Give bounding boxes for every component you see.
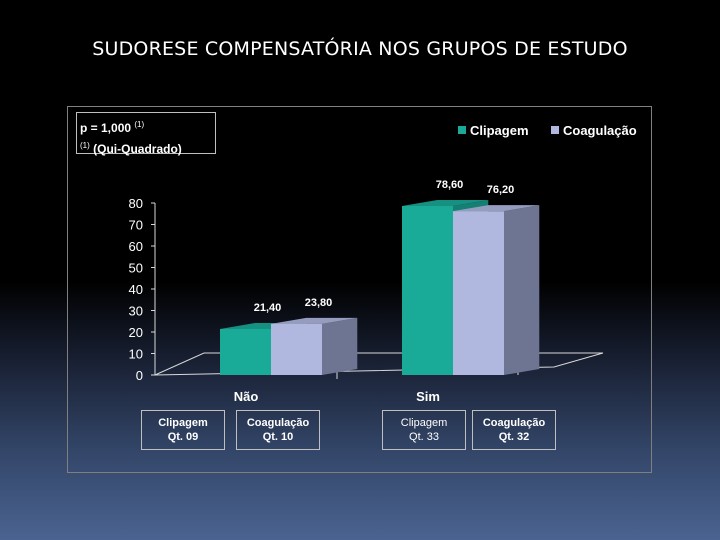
sample-group-label: Clipagem [158,417,208,429]
legend-swatch [551,126,559,134]
bar-coagulação-0 [271,317,358,375]
chart-panel [67,106,652,473]
bar-front [271,323,322,375]
bar-top [271,317,358,324]
sample-box: Clipagem Qt. 09 [141,410,225,450]
sample-box: Coagulação Qt. 32 [472,410,556,450]
test-name: (Qui-Quadrado) [93,142,182,156]
x-tick-label: Sim [416,389,440,404]
bar-top [402,200,489,207]
p-value: p = 1,000 [80,121,132,135]
bar-side [504,205,540,375]
data-label: 23,80 [305,297,333,309]
y-tick-label: 80 [129,196,143,211]
sample-count: Qt. 32 [498,431,530,443]
statistics-note: p = 1,000 (1) (1) (Qui-Quadrado) [76,112,216,156]
legend-label: Coagulação [563,123,637,138]
footnote-marker: (1) [134,120,145,129]
data-label: 21,40 [254,302,282,314]
bar-side [322,317,358,375]
y-tick-label: 0 [136,368,143,383]
y-tick-label: 30 [129,304,143,319]
x-tick-label: Não [234,389,259,404]
sample-count: Qt. 10 [262,431,294,443]
sample-group-label: Clipagem [400,417,448,429]
sample-box: Coagulação Qt. 10 [236,410,320,450]
bar-top [453,205,540,212]
y-tick-label: 70 [129,218,143,233]
legend-swatch [458,126,466,134]
slide-title: SUDORESE COMPENSATÓRIA NOS GRUPOS DE EST… [92,38,628,60]
y-tick-label: 60 [129,239,143,254]
bar-front [453,211,504,375]
bar-coagulação-1 [453,205,540,375]
y-tick-label: 20 [129,325,143,340]
data-label: 76,20 [487,184,515,196]
sample-box: Clipagem Qt. 33 [382,410,466,450]
bar-front [402,206,453,375]
sample-count: Qt. 09 [167,431,199,443]
sample-count: Qt. 33 [409,431,439,443]
bar-front [220,328,271,375]
footnote-marker: (1) [80,141,90,150]
y-tick-label: 50 [129,261,143,276]
sample-group-label: Coagulação [482,417,546,429]
y-tick-label: 10 [129,347,143,362]
legend-label: Clipagem [470,123,529,138]
y-tick-label: 40 [129,282,143,297]
data-label: 78,60 [436,179,464,191]
sample-group-label: Coagulação [246,417,310,429]
